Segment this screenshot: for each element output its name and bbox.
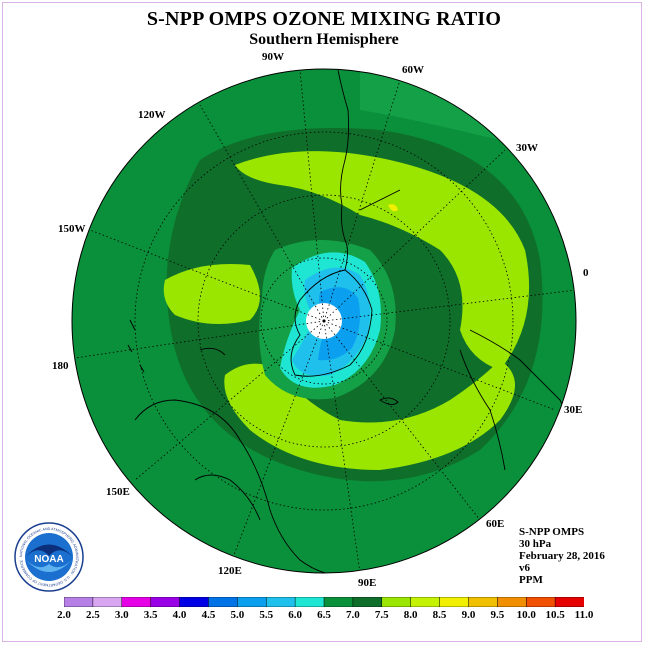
instrument-name: S-NPP OMPS — [519, 526, 585, 538]
colorbar-swatch — [468, 597, 499, 607]
logo-text: NOAA — [34, 554, 63, 565]
colorbar-tick-label: 9.0 — [461, 609, 476, 621]
lon-label-90w: 90W — [262, 51, 284, 63]
colorbar-tick-label: 2.0 — [57, 609, 71, 621]
product-info: S-NPP OMPS 30 hPa February 28, 2016 v6 P… — [519, 526, 605, 586]
observation-date: February 28, 2016 — [519, 550, 605, 562]
product-version: v6 — [519, 562, 530, 574]
colorbar-swatch — [554, 597, 584, 607]
colorbar-tick-label: 7.0 — [346, 609, 360, 621]
graticule — [74, 69, 576, 573]
colorbar-swatch — [525, 597, 556, 607]
colorbar-tick-label: 8.0 — [403, 609, 418, 621]
map-boundary — [71, 68, 577, 574]
lon-label-120w: 120W — [138, 109, 166, 121]
colorbar-swatch — [294, 597, 325, 607]
colorbar-tick-label: 10.5 — [545, 609, 565, 621]
colorbar-swatch — [381, 597, 412, 607]
colorbar-tick-label: 5.0 — [230, 609, 245, 621]
colorbar-tick-label: 5.5 — [259, 609, 274, 621]
colorbar-swatch — [352, 597, 383, 607]
units-label: PPM — [519, 574, 543, 586]
colorbar-swatch — [323, 597, 354, 607]
colorbar-tick-label: 4.0 — [172, 609, 187, 621]
colorbar-swatch — [410, 597, 441, 607]
lon-label-90e: 90E — [358, 577, 377, 589]
colorbar-swatch — [439, 597, 470, 607]
colorbar-tick-label: 9.5 — [490, 609, 505, 621]
coastlines — [127, 69, 576, 573]
lon-label-30e: 30E — [564, 404, 583, 416]
map-subtitle: Southern Hemisphere — [249, 31, 399, 48]
colorbar-tick-label: 2.5 — [86, 609, 100, 621]
colorbar-tick-label: 10.0 — [516, 609, 536, 621]
colorbar-tick-label: 3.5 — [143, 609, 158, 621]
lon-label-150w: 150W — [58, 223, 86, 235]
colorbar-swatch — [121, 597, 152, 607]
colorbar-tick-label: 6.0 — [288, 609, 302, 621]
colorbar-swatch — [179, 597, 210, 607]
lon-label-120e: 120E — [218, 565, 242, 577]
colorbar-tick-label: 7.5 — [374, 609, 389, 621]
ozone-field — [72, 69, 576, 573]
colorbar-swatch — [265, 597, 296, 607]
band-7.5-8.0-south — [224, 360, 515, 470]
colorbar-swatch — [497, 597, 527, 607]
map-title: S-NPP OMPS OZONE MIXING RATIO — [146, 8, 502, 30]
pressure-level: 30 hPa — [519, 538, 552, 550]
colorbar-swatch — [208, 597, 239, 607]
colorbar-swatch — [150, 597, 181, 607]
noaa-logo: NOAA NATIONAL OCEANIC AND ATMOSPHERIC AD… — [14, 522, 84, 592]
colorbar-swatch — [237, 597, 267, 607]
band-7.5-8.0-north — [235, 151, 530, 370]
band-7.5-8.0-west — [163, 264, 260, 324]
colorbar-swatch — [64, 597, 94, 607]
lon-label-150e: 150E — [106, 486, 130, 498]
colorbar-tick-label: 6.5 — [317, 609, 331, 621]
colorbar-tick-label: 3.0 — [114, 609, 129, 621]
colorbar — [64, 597, 584, 607]
lon-label-60w: 60W — [402, 64, 424, 76]
lon-label-180: 180 — [52, 360, 69, 372]
lon-label-30w: 30W — [516, 142, 538, 154]
colorbar-tick-label: 11.0 — [574, 609, 594, 621]
lon-label-60e: 60E — [486, 518, 505, 530]
colorbar-tick-label: 4.5 — [201, 609, 216, 621]
colorbar-tick-label: 8.5 — [432, 609, 447, 621]
colorbar-swatch — [92, 597, 123, 607]
lon-label-0: 0 — [583, 267, 589, 279]
figure-frame — [2, 2, 642, 642]
